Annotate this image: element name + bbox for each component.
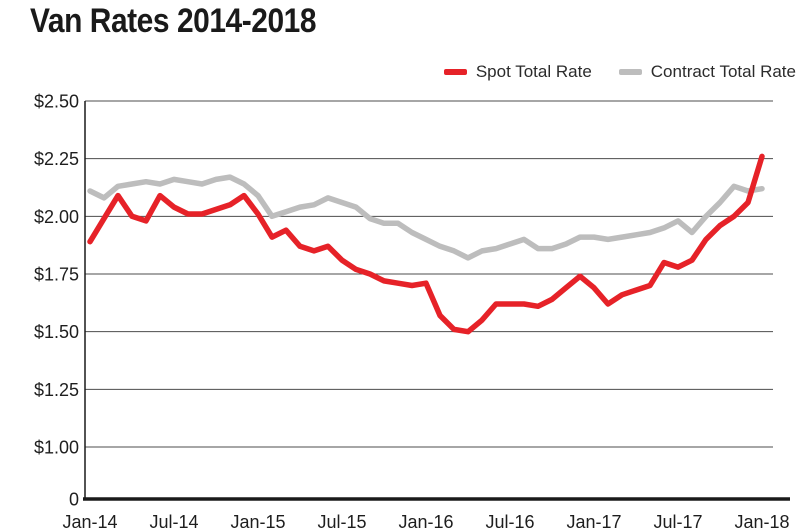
x-axis-label: Jul-16 — [485, 512, 534, 532]
x-axis-label: Jan-15 — [230, 512, 285, 532]
spot-line-swatch-icon — [443, 69, 467, 75]
contract-total-rate-line — [87, 174, 765, 261]
contract-line-swatch-icon — [618, 69, 642, 75]
legend-label-spot: Spot Total Rate — [475, 62, 592, 81]
legend: Spot Total Rate Contract Total Rate — [417, 62, 796, 82]
x-axis-label: Jul-17 — [653, 512, 702, 532]
y-axis-label: $1.25 — [34, 380, 79, 400]
x-axis-label: Jan-16 — [398, 512, 453, 532]
spot-total-rate-line — [87, 153, 765, 335]
y-axis-label: $2.00 — [34, 207, 79, 227]
x-axis-label: Jan-14 — [62, 512, 117, 532]
x-axis-label: Jan-18 — [734, 512, 789, 532]
y-axis-label: $1.00 — [34, 438, 79, 458]
page-title: Van Rates 2014-2018 — [30, 2, 317, 40]
x-axis-label: Jan-17 — [566, 512, 621, 532]
x-axis-label: Jul-14 — [149, 512, 198, 532]
y-axis-label: 0 — [69, 490, 79, 510]
y-axis-label: $1.50 — [34, 322, 79, 342]
x-axis-label: Jul-15 — [317, 512, 366, 532]
y-axis-label: $2.50 — [34, 92, 79, 112]
legend-label-contract: Contract Total Rate — [650, 62, 796, 81]
y-axis-label: $1.75 — [34, 265, 79, 285]
legend-item-contract: Contract Total Rate — [618, 62, 796, 82]
legend-item-spot: Spot Total Rate — [443, 62, 592, 82]
y-axis-label: $2.25 — [34, 149, 79, 169]
